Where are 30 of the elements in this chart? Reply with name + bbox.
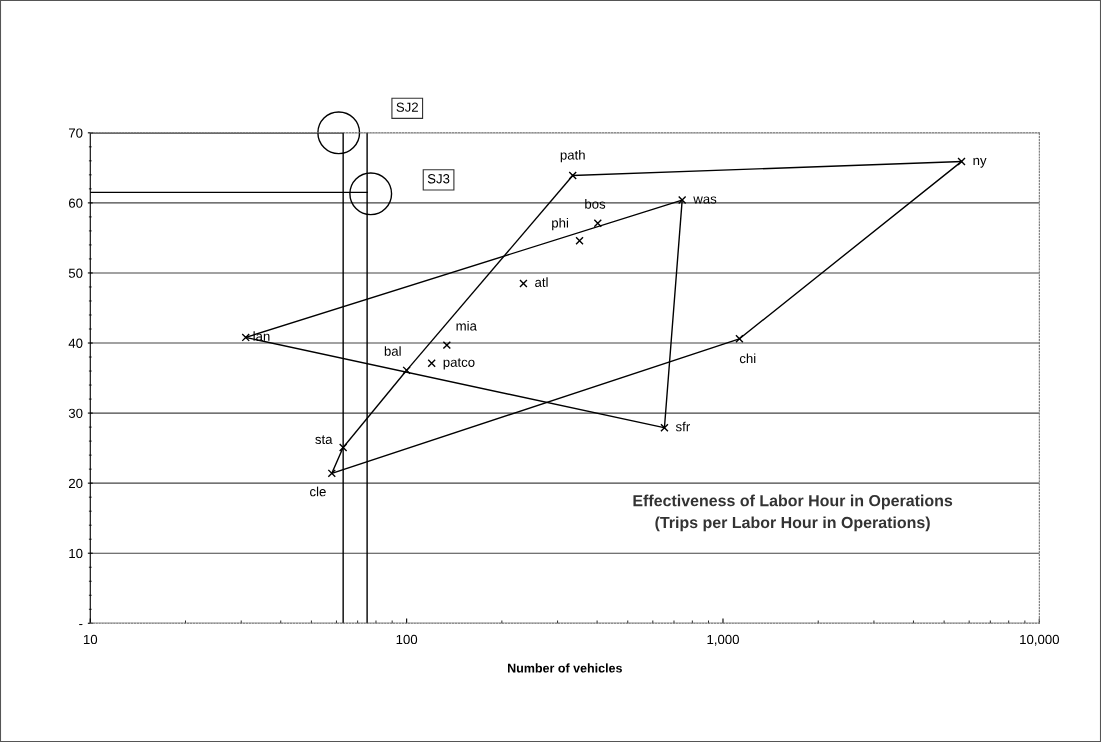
annotation: phi: [552, 217, 569, 231]
annotation: SJ3: [427, 174, 450, 184]
annotation: sta: [315, 435, 333, 445]
y-tick-label: 10: [69, 548, 83, 559]
y-tick-label: 50: [68, 268, 83, 278]
annotation: bos: [585, 199, 606, 209]
x-tick-label: 10,000: [1020, 634, 1060, 646]
annotation: sfr: [675, 421, 690, 432]
y-tick-label: -: [79, 624, 83, 626]
y-tick-label: 20: [68, 478, 83, 489]
annotation: ny: [973, 157, 987, 168]
x-tick-label: 100: [396, 634, 418, 645]
annotation: was: [693, 196, 717, 204]
y-tick-label: 60: [68, 198, 83, 208]
annotation: lan: [253, 331, 270, 341]
x-tick-label: 10: [83, 634, 98, 645]
y-tick-label: 40: [68, 338, 83, 348]
text: SJ2: [396, 102, 418, 112]
annotation: cle: [310, 486, 326, 497]
x-tick-label: 1,000: [707, 634, 739, 646]
y-tick-label: 30: [68, 408, 83, 418]
annotation: bal: [384, 346, 401, 356]
y-tick-label: 70: [68, 128, 83, 138]
text: Effectiveness of Labor Hour in Operations (Trips per Labor Hour in Operations): [633, 494, 953, 532]
annotation: patco: [443, 358, 475, 370]
annotation: chi: [739, 353, 756, 364]
x-axis-title: Number of vehicles: [508, 663, 622, 673]
annotation: atl: [535, 277, 548, 287]
annotation: mia: [456, 320, 477, 331]
annotation: path: [560, 149, 585, 163]
